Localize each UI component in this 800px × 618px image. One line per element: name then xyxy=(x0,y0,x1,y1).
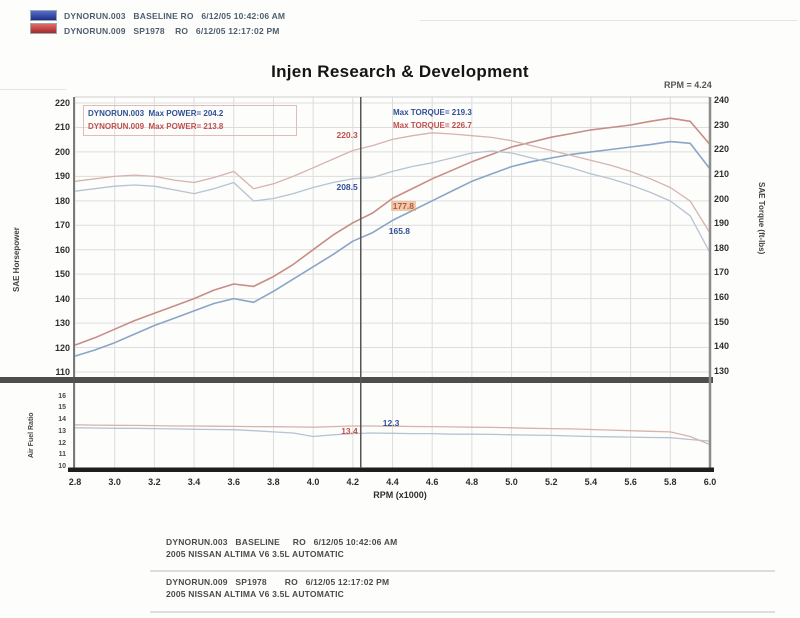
x-axis-tick: 4.6 xyxy=(425,477,439,487)
cursor-annotation: 13.4 xyxy=(341,426,358,437)
right-axis-tick: 170 xyxy=(714,267,730,278)
footer-block1-run: DYNORUN.003 BASELINE RO 6/12/05 10:42:06… xyxy=(166,537,398,547)
right-axis-tick: 200 xyxy=(714,193,730,204)
x-axis-tick: 3.2 xyxy=(148,477,161,487)
left-axis-tick: 110 xyxy=(55,367,70,377)
left-axis-tick: 180 xyxy=(54,195,70,206)
afr-axis-tick: 11 xyxy=(58,451,66,459)
curve-afr xyxy=(74,427,711,442)
right-axis-tick: 140 xyxy=(714,341,730,352)
x-axis-tick: 4.8 xyxy=(465,477,479,487)
right-axis-tick: 190 xyxy=(714,218,730,229)
cursor-annotation: 165.8 xyxy=(388,225,411,236)
torque-legend-run003: Max TORQUE= 219.3 xyxy=(393,108,472,117)
x-axis-tick: 5.0 xyxy=(505,477,518,487)
right-axis-tick: 150 xyxy=(714,316,730,327)
afr-axis-tick: 13 xyxy=(58,427,66,435)
cursor-annotation: 220.3 xyxy=(336,129,358,140)
power-legend: DYNORUN.003 Max POWER= 204.2 DYNORUN.009… xyxy=(83,105,297,136)
x-axis-line xyxy=(68,467,714,472)
x-axis-tick: 2.8 xyxy=(68,477,82,487)
left-axis-tick: 200 xyxy=(54,146,70,157)
x-axis-tick: 4.2 xyxy=(346,477,360,487)
x-axis-tick: 5.8 xyxy=(664,477,677,487)
x-axis-label: RPM (x1000) xyxy=(373,490,427,500)
left-axis-tick: 190 xyxy=(54,171,70,182)
afr-axis-tick: 16 xyxy=(58,392,66,400)
x-axis-tick: 4.0 xyxy=(306,477,320,487)
footer-block2-vehicle: 2005 NISSAN ALTIMA V6 3.5L AUTOMATIC xyxy=(166,589,345,599)
red-flag-icon xyxy=(30,23,57,34)
page-title: Injen Research & Development xyxy=(271,62,529,81)
cursor-annotation: 208.5 xyxy=(336,181,358,192)
afr-axis-tick: 12 xyxy=(58,439,66,447)
curve-hp xyxy=(74,140,711,357)
left-axis-label: SAE Horsepower xyxy=(12,227,21,292)
right-axis-tick: 220 xyxy=(714,144,730,155)
footer-block2-run: DYNORUN.009 SP1978 RO 6/12/05 12:17:02 P… xyxy=(166,577,390,587)
right-axis-label: SAE Torque (ft-lbs) xyxy=(757,182,766,255)
left-axis-tick: 130 xyxy=(54,318,70,329)
left-axis-tick: 170 xyxy=(54,220,70,231)
x-axis-tick: 6.0 xyxy=(703,477,717,487)
x-axis-tick: 5.4 xyxy=(584,477,598,487)
x-axis-tick: 3.8 xyxy=(267,477,280,487)
left-axis-tick: 120 xyxy=(54,342,70,353)
cursor-annotation: 177.8 xyxy=(390,201,417,212)
left-axis-tick: 160 xyxy=(54,244,70,255)
cursor-annotation: 12.3 xyxy=(382,418,400,429)
left-axis-tick: 210 xyxy=(54,122,70,133)
x-axis-tick: 5.6 xyxy=(624,477,637,487)
footer-separator xyxy=(150,570,775,572)
x-axis-tick: 3.4 xyxy=(187,477,201,487)
power-legend-run003: DYNORUN.003 Max POWER= 204.2 xyxy=(88,109,224,118)
right-axis-tick: 180 xyxy=(714,242,730,253)
x-axis-tick: 4.4 xyxy=(386,477,399,487)
scan-artifact-line xyxy=(420,20,798,21)
header-run-line-2: DYNORUN.009 SP1978 RO 6/12/05 12:17:02 P… xyxy=(64,26,280,36)
header-run-line-1: DYNORUN.003 BASELINE RO 6/12/05 10:42:06… xyxy=(64,11,286,21)
dynojet-flags-icon xyxy=(30,10,57,35)
blue-flag-icon xyxy=(30,10,57,21)
x-axis-tick: 3.0 xyxy=(108,477,121,487)
torque-legend: Max TORQUE= 219.3 Max TORQUE= 226.7 xyxy=(393,106,472,132)
torque-legend-run009: Max TORQUE= 226.7 xyxy=(393,121,472,130)
right-axis-tick: 210 xyxy=(714,168,730,179)
left-axis-tick: 220 xyxy=(54,98,70,108)
cursor-rpm-readout: RPM = 4.24 xyxy=(664,80,712,90)
footer-separator xyxy=(150,611,775,613)
right-axis-tick: 130 xyxy=(714,366,730,376)
afr-axis-tick: 10 xyxy=(58,463,66,470)
panel-divider xyxy=(0,377,713,383)
x-axis-tick: 5.2 xyxy=(544,477,558,487)
x-axis-tick: 3.6 xyxy=(227,477,240,487)
afr-axis-tick: 15 xyxy=(58,404,66,412)
power-legend-run009: DYNORUN.009 Max POWER= 213.8 xyxy=(88,122,224,131)
left-axis-tick: 140 xyxy=(54,293,70,304)
scan-artifact-line xyxy=(0,89,66,90)
right-axis-tick: 230 xyxy=(714,119,730,130)
right-axis-tick: 240 xyxy=(714,95,730,105)
footer-block1-vehicle: 2005 NISSAN ALTIMA V6 3.5L AUTOMATIC xyxy=(166,549,345,559)
curve-tq xyxy=(74,132,711,234)
left-axis-tick: 150 xyxy=(54,269,70,280)
afr-axis-tick: 14 xyxy=(58,416,66,424)
right-axis-tick: 160 xyxy=(714,292,730,303)
afr-axis-label: Air Fuel Ratio xyxy=(28,412,35,458)
